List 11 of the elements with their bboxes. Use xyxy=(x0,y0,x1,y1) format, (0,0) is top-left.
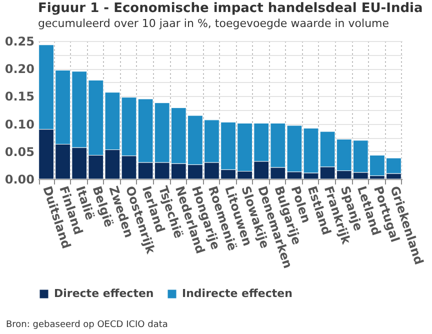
legend-label: Indirecte effecten xyxy=(182,287,292,300)
y-tick-label: 0.15 xyxy=(4,90,34,104)
chart-subtitle: gecumuleerd over 10 jaar in %, toegevoegde waarde in volume xyxy=(38,17,390,30)
y-tick-label: 0.00 xyxy=(4,172,34,186)
y-tick-label: 0.25 xyxy=(4,34,34,48)
legend-label: Directe effecten xyxy=(54,287,154,300)
y-tick-label: 0.20 xyxy=(4,62,34,76)
y-tick-label: 0.05 xyxy=(4,144,34,159)
y-tick-label: 0.10 xyxy=(4,117,34,132)
text: Bron: gebaseerd op OECD ICIO data xyxy=(6,320,169,330)
chart-title: Figuur 1 - Economische impact handelsdeal EU-India xyxy=(38,1,423,16)
